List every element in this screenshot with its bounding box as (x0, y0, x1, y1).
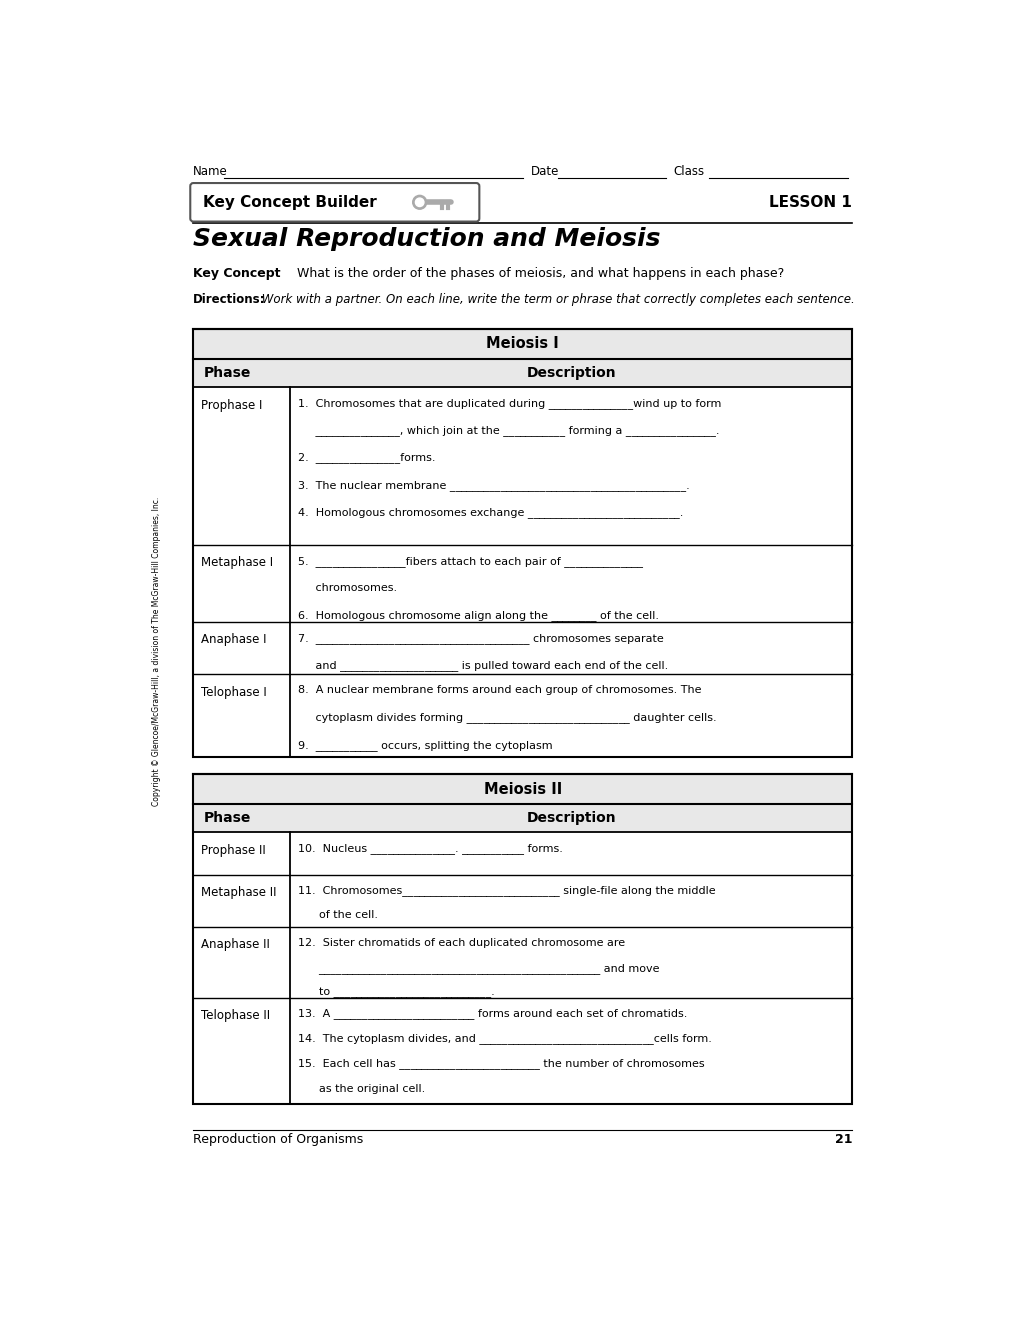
Text: Description: Description (526, 810, 615, 825)
Text: to ____________________________.: to ____________________________. (298, 987, 494, 998)
Bar (194, 775, 851, 804)
Text: 3.  The nuclear membrane __________________________________________.: 3. The nuclear membrane ________________… (298, 480, 689, 491)
Text: Key Concept: Key Concept (194, 267, 280, 280)
Text: as the original cell.: as the original cell. (298, 1084, 425, 1093)
Text: 8.  A nuclear membrane forms around each group of chromosomes. The: 8. A nuclear membrane forms around each … (298, 685, 701, 696)
Text: Work with a partner. On each line, write the term or phrase that correctly compl: Work with a partner. On each line, write… (258, 293, 854, 306)
Text: Meiosis I: Meiosis I (486, 337, 558, 351)
Text: Reproduction of Organisms: Reproduction of Organisms (194, 1133, 363, 1146)
Bar (194, 359, 851, 387)
Text: chromosomes.: chromosomes. (298, 583, 396, 593)
Text: 5.  ________________fibers attach to each pair of ______________: 5. ________________fibers attach to each… (298, 556, 642, 566)
Text: Anaphase II: Anaphase II (201, 939, 270, 952)
Text: 10.  Nucleus _______________. ___________ forms.: 10. Nucleus _______________. ___________… (298, 843, 562, 854)
Text: _______________, which join at the ___________ forming a ________________.: _______________, which join at the _____… (298, 425, 718, 436)
Bar (194, 330, 851, 758)
Text: 4.  Homologous chromosomes exchange ___________________________.: 4. Homologous chromosomes exchange _____… (298, 507, 683, 519)
Text: Sexual Reproduction and Meiosis: Sexual Reproduction and Meiosis (194, 227, 660, 251)
Text: LESSON 1: LESSON 1 (768, 195, 851, 210)
Text: Directions:: Directions: (194, 293, 266, 306)
Text: 1.  Chromosomes that are duplicated during _______________wind up to form: 1. Chromosomes that are duplicated durin… (298, 397, 720, 409)
Text: 2.  _______________forms.: 2. _______________forms. (298, 453, 435, 463)
Text: 11.  Chromosomes____________________________ single-file along the middle: 11. Chromosomes_________________________… (298, 886, 715, 896)
Text: 14.  The cytoplasm divides, and _______________________________cells form.: 14. The cytoplasm divides, and _________… (298, 1034, 711, 1044)
Text: What is the order of the phases of meiosis, and what happens in each phase?: What is the order of the phases of meios… (292, 267, 783, 280)
Bar (194, 330, 851, 359)
Text: Metaphase II: Metaphase II (201, 886, 276, 899)
Circle shape (413, 195, 426, 210)
Circle shape (415, 198, 424, 206)
Text: Meiosis II: Meiosis II (483, 781, 561, 796)
Text: Telophase II: Telophase II (201, 1010, 270, 1022)
Bar (194, 775, 851, 1104)
Text: Telophase I: Telophase I (201, 686, 267, 698)
Text: Prophase I: Prophase I (201, 399, 262, 412)
Text: __________________________________________________ and move: ________________________________________… (298, 962, 659, 974)
Text: 9.  ___________ occurs, splitting the cytoplasm: 9. ___________ occurs, splitting the cyt… (298, 739, 552, 751)
Text: Key Concept Builder: Key Concept Builder (203, 195, 376, 210)
Text: 15.  Each cell has _________________________ the number of chromosomes: 15. Each cell has ______________________… (298, 1059, 704, 1069)
Text: Phase: Phase (204, 810, 252, 825)
Text: Anaphase I: Anaphase I (201, 634, 266, 647)
Text: 13.  A _________________________ forms around each set of chromatids.: 13. A _________________________ forms ar… (298, 1008, 687, 1019)
Text: 12.  Sister chromatids of each duplicated chromosome are: 12. Sister chromatids of each duplicated… (298, 937, 625, 948)
Text: 7.  ______________________________________ chromosomes separate: 7. _____________________________________… (298, 632, 663, 644)
Bar (194, 804, 851, 832)
Text: 6.  Homologous chromosome align along the ________ of the cell.: 6. Homologous chromosome align along the… (298, 610, 658, 622)
Text: of the cell.: of the cell. (298, 911, 378, 920)
Text: Date: Date (530, 165, 558, 178)
Text: Metaphase I: Metaphase I (201, 557, 273, 569)
Text: 21: 21 (834, 1133, 851, 1146)
Text: Name: Name (194, 165, 228, 178)
Text: Description: Description (526, 366, 615, 380)
Text: Class: Class (674, 165, 704, 178)
Text: Phase: Phase (204, 366, 252, 380)
Text: cytoplasm divides forming _____________________________ daughter cells.: cytoplasm divides forming ______________… (298, 713, 716, 723)
Text: Copyright © Glencoe/McGraw-Hill, a division of The McGraw-Hill Companies, Inc.: Copyright © Glencoe/McGraw-Hill, a divis… (152, 496, 161, 805)
FancyBboxPatch shape (191, 183, 479, 222)
Text: and _____________________ is pulled toward each end of the cell.: and _____________________ is pulled towa… (298, 660, 667, 671)
Text: Prophase II: Prophase II (201, 843, 266, 857)
